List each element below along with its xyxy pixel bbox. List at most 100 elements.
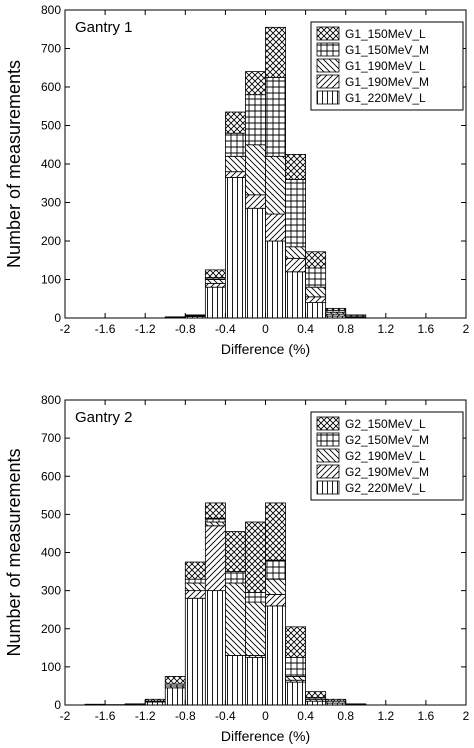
- x-tick-label: -1.2: [135, 322, 156, 336]
- annotation: Gantry 1: [75, 19, 133, 36]
- legend-label: G1_220MeV_L: [345, 91, 426, 105]
- legend-label: G2_150MeV_M: [345, 433, 429, 447]
- y-tick-label: 400: [41, 157, 61, 171]
- bar-segment: [265, 559, 286, 580]
- y-tick-label: 600: [41, 80, 61, 94]
- y-tick-label: 100: [41, 273, 61, 287]
- bar-segment: [224, 111, 246, 134]
- bar-segment: [285, 153, 306, 180]
- x-tick-label: 1.2: [377, 709, 394, 723]
- bar-segment: [245, 94, 266, 146]
- bar-segment: [285, 676, 306, 681]
- bar-segment: [305, 286, 327, 298]
- bar-segment: [204, 525, 226, 592]
- bar-segment: [224, 177, 246, 319]
- bar-segment: [265, 605, 286, 706]
- bar-segment: [224, 531, 246, 572]
- bar-segment: [224, 132, 246, 157]
- bar-segment: [285, 681, 306, 706]
- bar-segment: [325, 307, 347, 311]
- bar-segment: [305, 700, 327, 706]
- bar-segment: [265, 76, 286, 157]
- bar-segment: [245, 144, 266, 196]
- y-tick-label: 800: [41, 3, 61, 17]
- y-tick-label: 400: [41, 546, 61, 560]
- x-tick-label: 2: [463, 709, 470, 723]
- y-tick-label: 300: [41, 196, 61, 210]
- bar-segment: [265, 213, 286, 242]
- x-tick-label: -0.8: [175, 709, 196, 723]
- bar-segment: [345, 314, 367, 317]
- bar-segment: [285, 271, 306, 319]
- bar-segment: [224, 655, 246, 706]
- bar-segment: [224, 171, 246, 178]
- bar-segment: [285, 626, 306, 658]
- bar-segment: [245, 521, 266, 593]
- x-tick-label: -0.4: [215, 709, 236, 723]
- x-tick-label: 0.8: [337, 709, 354, 723]
- y-axis-label: Number of measurements: [4, 448, 24, 656]
- legend-label: G2_220MeV_L: [345, 481, 426, 495]
- bar-segment: [224, 582, 246, 656]
- bar-segment: [204, 502, 226, 519]
- x-axis-label: Difference (%): [221, 728, 310, 744]
- y-tick-label: 700: [41, 42, 61, 56]
- bar-segment: [305, 251, 327, 269]
- bar-segment: [184, 314, 206, 317]
- bar-segment: [265, 155, 286, 215]
- y-tick-label: 200: [41, 234, 61, 248]
- legend-swatch: [316, 74, 340, 89]
- legend-label: G1_150MeV_M: [345, 43, 429, 57]
- bar-segment: [305, 296, 327, 304]
- legend-swatch: [316, 42, 340, 57]
- bar-segment: [285, 656, 306, 677]
- bar-segment: [305, 267, 327, 288]
- bar-segment: [164, 676, 186, 685]
- y-tick-label: 0: [54, 698, 61, 712]
- y-axis-label: Number of measurements: [4, 60, 24, 268]
- x-tick-label: -2: [60, 709, 71, 723]
- bar-segment: [245, 592, 266, 603]
- bar-segment: [184, 578, 206, 584]
- x-tick-label: 1.2: [377, 322, 394, 336]
- bar-segment: [245, 207, 266, 319]
- bar-segment: [245, 71, 266, 96]
- y-tick-label: 200: [41, 622, 61, 636]
- legend-swatch: [316, 58, 340, 73]
- y-tick-label: 0: [54, 311, 61, 325]
- bar-segment: [184, 561, 206, 580]
- x-tick-label: -1.6: [95, 709, 116, 723]
- bar-segment: [285, 178, 306, 248]
- bar-segment: [245, 194, 266, 209]
- bar-segment: [204, 517, 226, 523]
- x-tick-label: 2: [463, 322, 470, 336]
- bar-segment: [164, 687, 186, 706]
- plot: [164, 26, 367, 319]
- bar-segment: [184, 597, 206, 706]
- legend-label: G2_150MeV_L: [345, 417, 426, 431]
- legend-swatch: [316, 26, 340, 41]
- bar-segment: [265, 240, 286, 319]
- x-tick-label: -2: [60, 322, 71, 336]
- y-tick-label: 500: [41, 507, 61, 521]
- x-tick-label: 0: [262, 709, 269, 723]
- bar-segment: [265, 26, 286, 78]
- x-tick-label: 0.8: [337, 322, 354, 336]
- y-tick-label: 500: [41, 119, 61, 133]
- bar-segment: [204, 282, 226, 288]
- x-tick-label: 1.6: [418, 709, 435, 723]
- bar-segment: [144, 698, 166, 702]
- bar-segment: [204, 269, 226, 278]
- bar-segment: [184, 590, 206, 599]
- bar-segment: [245, 601, 266, 656]
- legend-swatch: [316, 90, 340, 105]
- legend-swatch: [316, 432, 340, 447]
- legend-swatch: [316, 464, 340, 479]
- y-tick-label: 100: [41, 660, 61, 674]
- bar-segment: [265, 502, 286, 561]
- bar-segment: [204, 590, 226, 706]
- bar-segment: [224, 155, 246, 173]
- y-tick-label: 700: [41, 431, 61, 445]
- bar-segment: [265, 578, 286, 595]
